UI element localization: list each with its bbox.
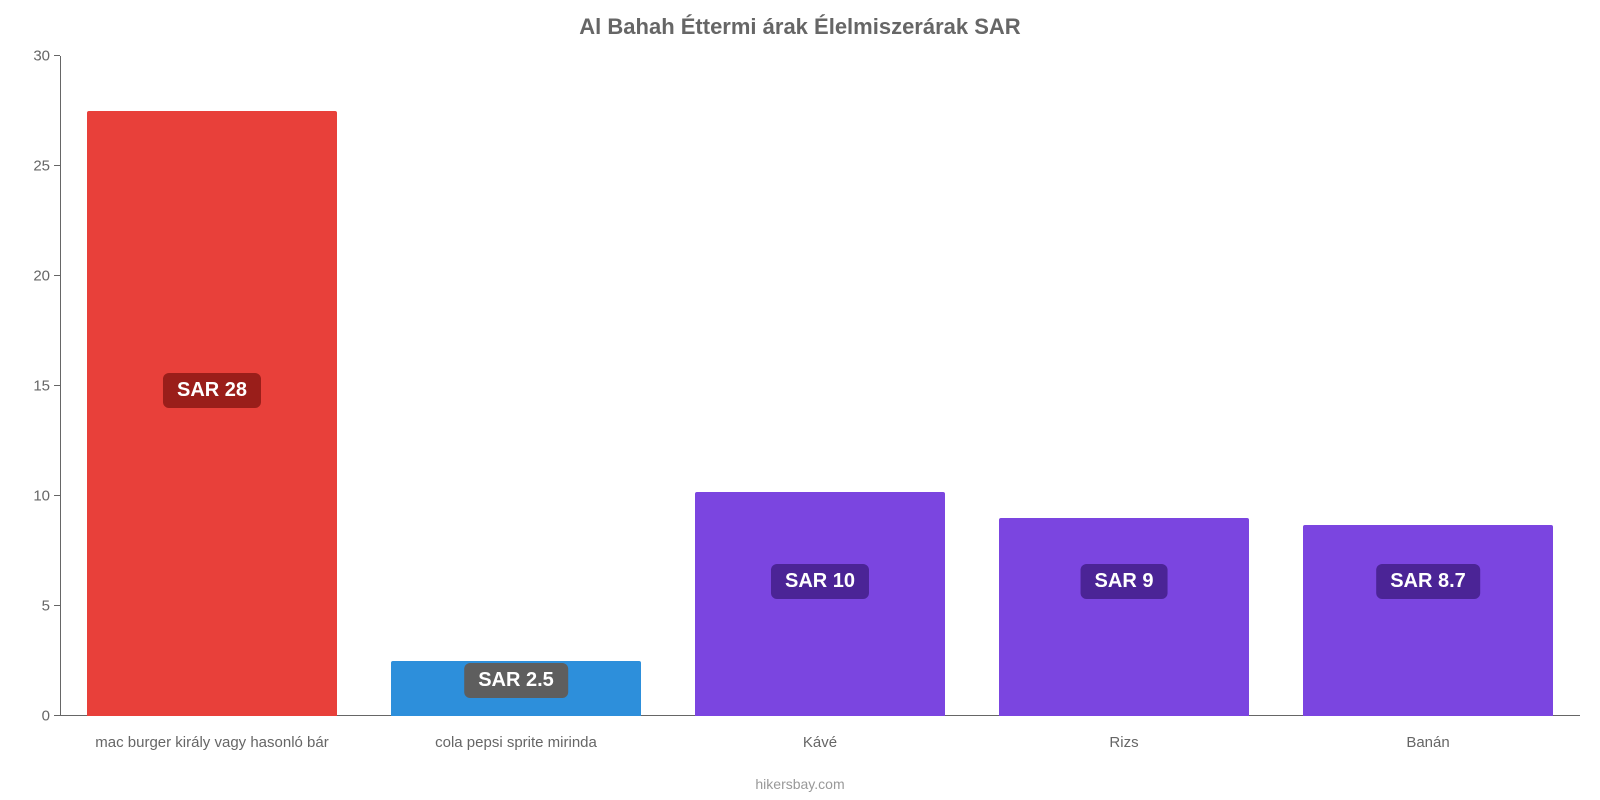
category-label: cola pepsi sprite mirinda: [435, 734, 597, 751]
bar: [1303, 525, 1552, 716]
chart-container: Al Bahah Éttermi árak Élelmiszerárak SAR…: [0, 0, 1600, 800]
bar: [695, 492, 944, 716]
value-badge: SAR 2.5: [464, 663, 568, 698]
category-label: Rizs: [1109, 734, 1138, 751]
plot-area: 051015202530mac burger király vagy hason…: [60, 56, 1580, 716]
bar-slot: mac burger király vagy hasonló bárSAR 28: [60, 56, 364, 716]
y-tick-label: 5: [42, 598, 50, 615]
y-tick-label: 30: [33, 48, 50, 65]
y-tick-label: 20: [33, 268, 50, 285]
bar-slot: BanánSAR 8.7: [1276, 56, 1580, 716]
bar-slot: KávéSAR 10: [668, 56, 972, 716]
category-label: Banán: [1406, 734, 1449, 751]
attribution-text: hikersbay.com: [0, 776, 1600, 792]
y-tick-label: 15: [33, 378, 50, 395]
value-badge: SAR 10: [771, 564, 869, 599]
category-label: Kávé: [803, 734, 837, 751]
chart-title: Al Bahah Éttermi árak Élelmiszerárak SAR: [0, 14, 1600, 40]
bar-slot: cola pepsi sprite mirindaSAR 2.5: [364, 56, 668, 716]
value-badge: SAR 8.7: [1376, 564, 1480, 599]
bar-slot: RizsSAR 9: [972, 56, 1276, 716]
y-tick-label: 0: [42, 708, 50, 725]
value-badge: SAR 28: [163, 373, 261, 408]
bar: [999, 518, 1248, 716]
y-tick-label: 25: [33, 158, 50, 175]
category-label: mac burger király vagy hasonló bár: [95, 734, 328, 751]
value-badge: SAR 9: [1081, 564, 1168, 599]
bar: [87, 111, 336, 716]
y-tick-label: 10: [33, 488, 50, 505]
